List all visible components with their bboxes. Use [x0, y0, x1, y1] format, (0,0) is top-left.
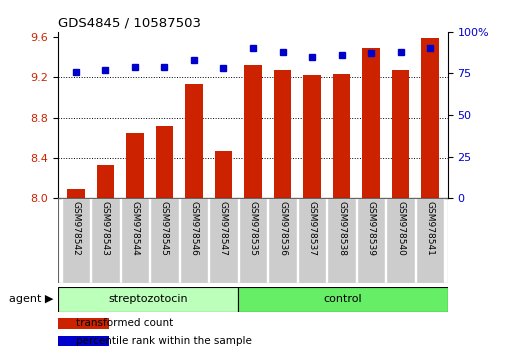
Bar: [62, 198, 90, 283]
Bar: [156, 126, 173, 198]
Text: GSM978547: GSM978547: [219, 201, 228, 256]
Text: agent ▶: agent ▶: [9, 294, 53, 304]
Text: GSM978536: GSM978536: [277, 201, 286, 256]
Bar: [356, 198, 384, 283]
Text: GSM978535: GSM978535: [248, 201, 257, 256]
Bar: [273, 70, 291, 198]
Text: transformed count: transformed count: [76, 318, 173, 328]
Bar: [121, 198, 149, 283]
Text: GSM978539: GSM978539: [366, 201, 375, 256]
Bar: [244, 65, 262, 198]
Bar: [91, 198, 119, 283]
Bar: [238, 287, 447, 312]
Bar: [58, 287, 238, 312]
Text: GSM978538: GSM978538: [336, 201, 345, 256]
Bar: [67, 189, 85, 198]
Bar: [268, 198, 296, 283]
Text: GSM978545: GSM978545: [160, 201, 169, 256]
Bar: [126, 133, 143, 198]
Bar: [420, 38, 438, 198]
Bar: [58, 336, 109, 346]
Bar: [209, 198, 237, 283]
Text: percentile rank within the sample: percentile rank within the sample: [76, 336, 251, 346]
Text: GSM978543: GSM978543: [100, 201, 110, 256]
Bar: [150, 198, 178, 283]
Bar: [238, 198, 267, 283]
Text: GSM978541: GSM978541: [425, 201, 434, 256]
Bar: [214, 151, 232, 198]
Bar: [362, 48, 379, 198]
Bar: [386, 198, 414, 283]
Text: GDS4845 / 10587503: GDS4845 / 10587503: [58, 16, 201, 29]
Bar: [327, 198, 355, 283]
Text: GSM978544: GSM978544: [130, 201, 139, 256]
Text: GSM978537: GSM978537: [307, 201, 316, 256]
Text: control: control: [323, 294, 362, 304]
Bar: [415, 198, 443, 283]
Bar: [179, 198, 208, 283]
Text: streptozotocin: streptozotocin: [108, 294, 188, 304]
Bar: [391, 70, 409, 198]
Bar: [58, 318, 109, 329]
Text: GSM978546: GSM978546: [189, 201, 198, 256]
Bar: [96, 165, 114, 198]
Text: GSM978542: GSM978542: [71, 201, 80, 256]
Bar: [185, 84, 203, 198]
Bar: [302, 75, 320, 198]
Bar: [297, 198, 326, 283]
Text: GSM978540: GSM978540: [395, 201, 405, 256]
Bar: [332, 74, 349, 198]
